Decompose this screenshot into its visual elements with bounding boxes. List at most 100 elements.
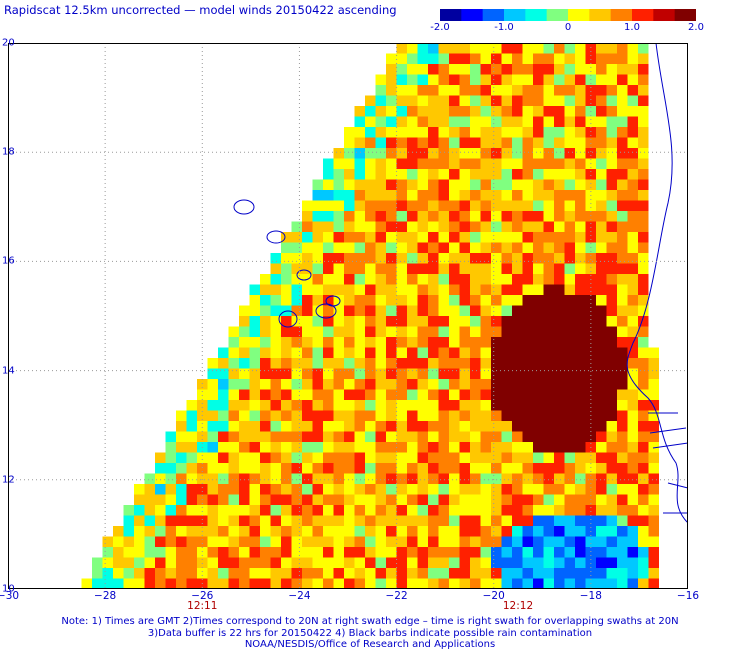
wind-difference-cell (228, 515, 239, 526)
wind-difference-cell (480, 452, 491, 463)
wind-difference-cell (543, 410, 554, 421)
wind-difference-cell (113, 526, 124, 537)
wind-difference-cell (386, 221, 397, 232)
wind-difference-cell (407, 484, 418, 495)
wind-difference-cell (617, 326, 628, 337)
wind-difference-cell (627, 106, 638, 117)
wind-difference-cell (344, 232, 355, 243)
wind-difference-cell (281, 526, 292, 537)
wind-difference-cell (270, 515, 281, 526)
wind-difference-cell (470, 473, 481, 484)
wind-difference-cell (123, 505, 134, 516)
wind-difference-cell (617, 578, 628, 589)
wind-difference-cell (470, 568, 481, 579)
wind-difference-cell (543, 368, 554, 379)
wind-difference-cell (375, 148, 386, 159)
wind-difference-cell (260, 316, 271, 327)
wind-difference-cell (512, 200, 523, 211)
wind-difference-cell (533, 421, 544, 432)
wind-difference-cell (501, 74, 512, 85)
wind-difference-cell (449, 200, 460, 211)
wind-difference-cell (428, 263, 439, 274)
wind-difference-cell (648, 379, 659, 390)
wind-difference-cell (585, 421, 596, 432)
wind-difference-cell (575, 547, 586, 558)
wind-difference-cell (596, 169, 607, 180)
wind-difference-cell (585, 568, 596, 579)
wind-difference-cell (575, 368, 586, 379)
wind-difference-cell (323, 284, 334, 295)
wind-difference-cell (617, 169, 628, 180)
wind-difference-cell (312, 179, 323, 190)
wind-difference-cell (197, 473, 208, 484)
wind-difference-cell (260, 557, 271, 568)
wind-difference-cell (459, 95, 470, 106)
wind-difference-cell (249, 515, 260, 526)
wind-difference-cell (449, 53, 460, 64)
wind-difference-cell (344, 400, 355, 411)
wind-difference-cell (365, 347, 376, 358)
wind-difference-cell (491, 274, 502, 285)
wind-difference-cell (144, 505, 155, 516)
wind-difference-cell (207, 547, 218, 558)
wind-difference-cell (638, 74, 649, 85)
wind-difference-cell (606, 347, 617, 358)
wind-difference-cell (396, 137, 407, 148)
wind-difference-cell (386, 95, 397, 106)
wind-difference-cell (281, 421, 292, 432)
wind-difference-cell (470, 64, 481, 75)
wind-difference-cell (281, 263, 292, 274)
wind-difference-cell (407, 337, 418, 348)
wind-difference-cell (512, 463, 523, 474)
wind-difference-cell (491, 536, 502, 547)
wind-difference-cell (522, 284, 533, 295)
wind-difference-cell (491, 221, 502, 232)
wind-difference-cell (344, 515, 355, 526)
wind-difference-cell (459, 232, 470, 243)
wind-difference-cell (501, 494, 512, 505)
wind-difference-cell (333, 442, 344, 453)
wind-difference-cell (501, 221, 512, 232)
wind-difference-cell (354, 400, 365, 411)
wind-difference-cell (165, 505, 176, 516)
wind-difference-cell (554, 53, 565, 64)
wind-difference-cell (291, 484, 302, 495)
wind-difference-cell (606, 337, 617, 348)
wind-difference-cell (281, 578, 292, 589)
wind-difference-cell (375, 179, 386, 190)
wind-difference-cell (606, 316, 617, 327)
wind-difference-cell (596, 85, 607, 96)
wind-difference-cell (449, 274, 460, 285)
wind-difference-cell (312, 316, 323, 327)
wind-difference-cell (281, 284, 292, 295)
wind-difference-cell (260, 463, 271, 474)
wind-difference-cell (501, 578, 512, 589)
wind-difference-cell (501, 284, 512, 295)
wind-difference-cell (428, 127, 439, 138)
wind-difference-cell (606, 95, 617, 106)
wind-difference-cell (323, 494, 334, 505)
wind-difference-cell (512, 389, 523, 400)
wind-difference-cell (512, 368, 523, 379)
wind-difference-cell (501, 358, 512, 369)
wind-difference-cell (396, 169, 407, 180)
wind-difference-cell (512, 253, 523, 264)
wind-difference-cell (596, 368, 607, 379)
swath-time-label: 12:12 (502, 600, 534, 612)
wind-difference-cell (396, 347, 407, 358)
wind-difference-cell (186, 526, 197, 537)
wind-difference-cell (417, 179, 428, 190)
wind-difference-cell (459, 43, 470, 54)
wind-difference-cell (302, 253, 313, 264)
wind-difference-cell (407, 95, 418, 106)
wind-difference-cell (512, 557, 523, 568)
wind-difference-cell (407, 536, 418, 547)
wind-difference-cell (575, 347, 586, 358)
wind-difference-cell (627, 190, 638, 201)
wind-difference-cell (218, 505, 229, 516)
wind-difference-cell (354, 316, 365, 327)
wind-difference-cell (459, 200, 470, 211)
wind-difference-cell (627, 463, 638, 474)
wind-difference-cell (354, 421, 365, 432)
wind-difference-cell (491, 326, 502, 337)
